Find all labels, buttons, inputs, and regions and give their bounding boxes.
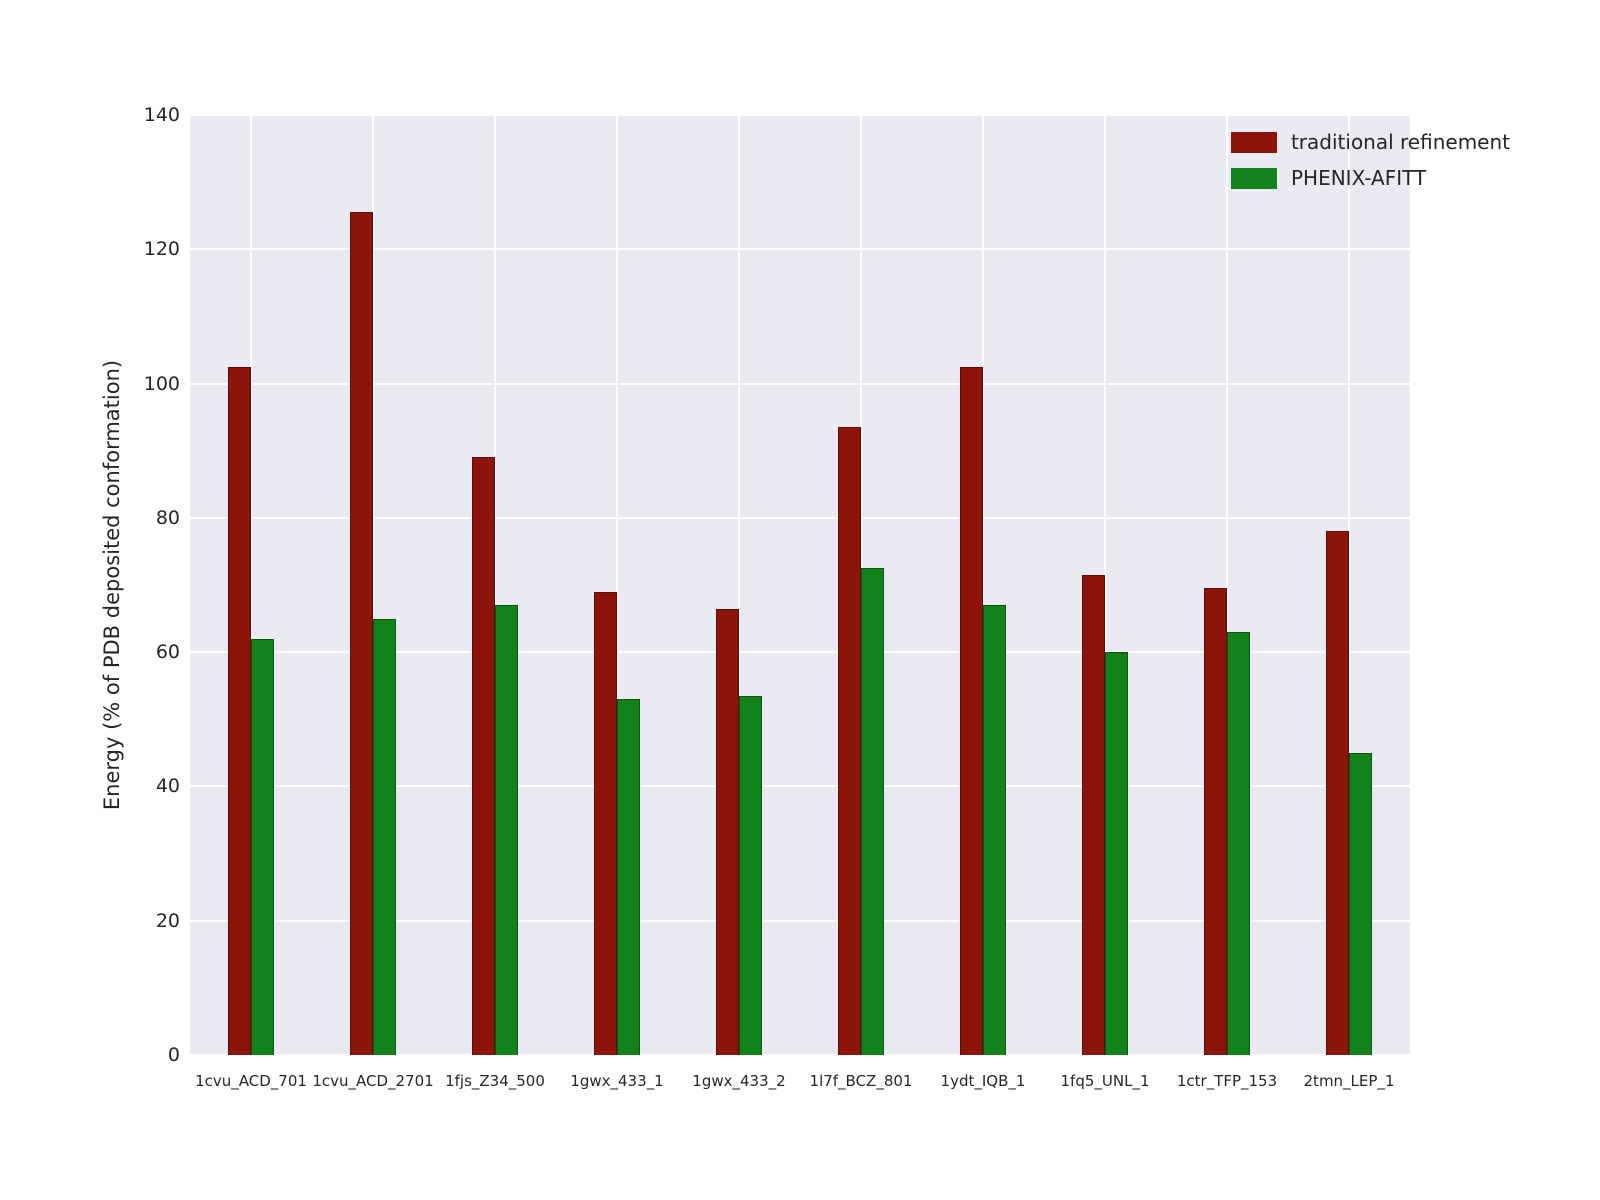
bar-traditional [594, 591, 617, 1055]
x-tick-label: 1cvu_ACD_701 [195, 1072, 307, 1090]
x-tick-label: 1gwx_433_1 [570, 1072, 664, 1090]
x-tick-label: 1cvu_ACD_2701 [312, 1072, 434, 1090]
bar-phenix [739, 695, 762, 1055]
y-tick-label: 40 [155, 775, 180, 798]
plot-area [190, 114, 1410, 1056]
x-tick-label: 1ctr_TFP_153 [1176, 1072, 1278, 1090]
y-axis-title: Energy (% of PDB deposited conformation) [100, 359, 124, 811]
gridline-horizontal [190, 248, 1410, 251]
bar-traditional [716, 608, 739, 1055]
y-tick-label: 0 [167, 1044, 180, 1066]
bar-traditional [1326, 531, 1349, 1055]
gridline-horizontal [190, 114, 1410, 116]
y-tick-label: 100 [143, 372, 180, 395]
y-tick-label: 20 [155, 909, 180, 932]
bar-traditional [472, 457, 495, 1055]
gridline-horizontal [190, 382, 1410, 385]
bar-phenix [1227, 632, 1250, 1055]
legend-swatch-traditional [1230, 131, 1277, 153]
bar-phenix [1349, 752, 1372, 1055]
legend-item-traditional: traditional refinement [1230, 130, 1510, 154]
gridline-horizontal [190, 516, 1410, 519]
bar-traditional [350, 212, 373, 1055]
x-tick-label: 2tmn_LEP_1 [1303, 1072, 1395, 1090]
bar-traditional [1204, 588, 1227, 1055]
x-tick-label: 1ydt_IQB_1 [940, 1072, 1026, 1090]
legend-item-phenix: PHENIX-AFITT [1230, 166, 1510, 190]
bar-traditional [1082, 574, 1105, 1055]
bar-phenix [251, 638, 274, 1055]
x-tick-label: 1l7f_BCZ_801 [809, 1072, 913, 1090]
x-tick-label: 1gwx_433_2 [692, 1072, 786, 1090]
legend-swatch-phenix [1230, 167, 1277, 189]
y-tick-label: 60 [155, 641, 180, 664]
y-tick-label: 140 [143, 104, 180, 126]
legend-label-traditional: traditional refinement [1290, 130, 1510, 154]
bar-phenix [495, 605, 518, 1055]
bar-phenix [983, 605, 1006, 1055]
legend-label-phenix: PHENIX-AFITT [1290, 166, 1427, 190]
x-tick-label: 1fjs_Z34_500 [445, 1072, 545, 1090]
y-tick-label: 80 [155, 506, 180, 529]
bar-phenix [1105, 652, 1128, 1055]
bar-traditional [960, 366, 983, 1055]
bar-phenix [617, 699, 640, 1055]
bar-phenix [861, 568, 884, 1055]
legend: traditional refinement PHENIX-AFITT [1230, 130, 1510, 190]
y-tick-label: 120 [143, 238, 180, 261]
bar-traditional [838, 427, 861, 1055]
x-tick-label: 1fq5_UNL_1 [1060, 1072, 1150, 1090]
bar-phenix [373, 618, 396, 1055]
bar-traditional [228, 366, 251, 1055]
